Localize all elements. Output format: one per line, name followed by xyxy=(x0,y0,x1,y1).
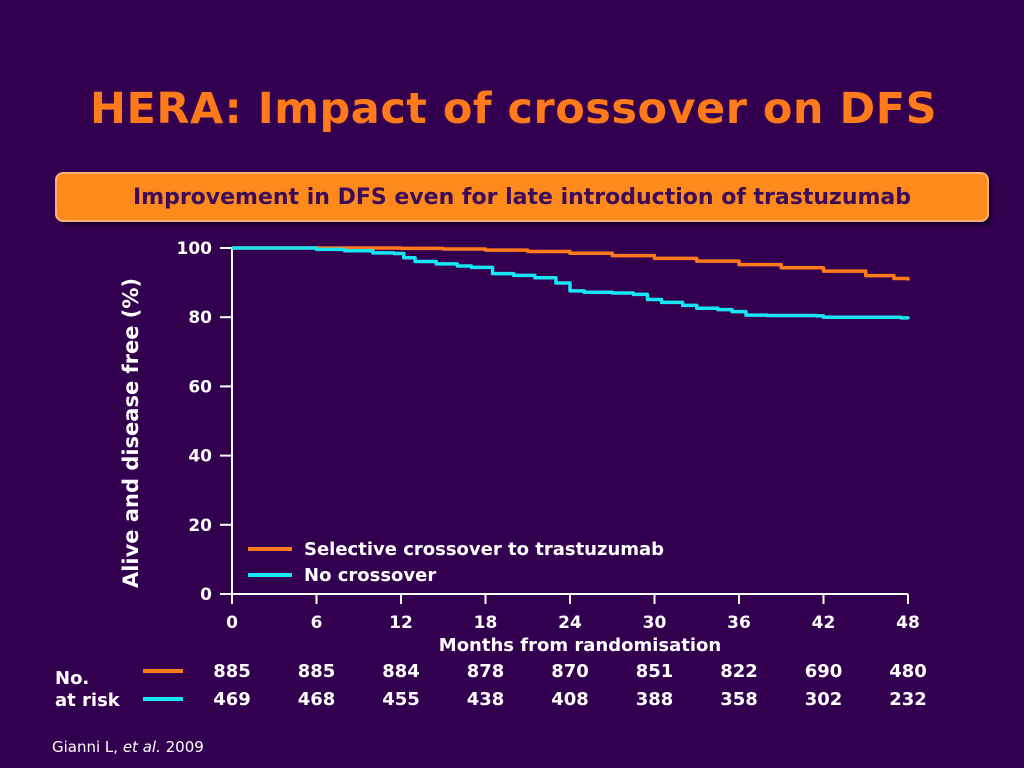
at-risk-value-selective-crossover: 822 xyxy=(720,661,758,682)
at-risk-value-no-crossover: 388 xyxy=(635,689,674,710)
at-risk-value-selective-crossover: 690 xyxy=(804,661,843,682)
x-tick-label: 30 xyxy=(643,613,667,633)
at-risk-value-selective-crossover: 878 xyxy=(466,661,505,682)
series-line-selective-crossover xyxy=(232,246,910,281)
citation-etal: et al. xyxy=(122,738,161,756)
x-tick-label: 36 xyxy=(727,613,751,633)
at-risk-value-no-crossover: 455 xyxy=(382,689,420,710)
citation: Gianni L, et al. 2009 xyxy=(52,738,204,756)
x-tick-label: 6 xyxy=(311,613,323,633)
at-risk-value-selective-crossover: 884 xyxy=(382,661,420,682)
at-risk-value-selective-crossover: 851 xyxy=(635,661,674,682)
at-risk-value-no-crossover: 438 xyxy=(466,689,505,710)
y-tick-label: 0 xyxy=(200,585,212,605)
at-risk-value-selective-crossover: 480 xyxy=(889,661,927,682)
at-risk-value-no-crossover: 408 xyxy=(551,689,589,710)
at-risk-label-line1: No. xyxy=(55,668,90,689)
at-risk-value-no-crossover: 302 xyxy=(804,689,843,710)
banner-text: Improvement in DFS even for late introdu… xyxy=(132,184,912,210)
slide-title: HERA: Impact of crossover on DFS xyxy=(90,84,938,134)
at-risk-swatch-no-crossover xyxy=(143,697,183,701)
at-risk-value-selective-crossover: 870 xyxy=(551,661,589,682)
at-risk-value-no-crossover: 232 xyxy=(889,689,927,710)
y-axis-label: Alive and disease free (%) xyxy=(119,278,143,588)
legend-label-selective-crossover: Selective crossover to trastuzumab xyxy=(304,539,664,560)
x-axis-label: Months from randomisation xyxy=(439,635,721,656)
at-risk-label-line2: at risk xyxy=(55,690,120,711)
x-tick-label: 42 xyxy=(812,613,836,633)
series-line-no-crossover xyxy=(232,246,910,320)
citation-year: 2009 xyxy=(160,738,204,756)
citation-author: Gianni L, xyxy=(52,738,123,756)
x-tick-label: 24 xyxy=(558,613,582,633)
legend-label-no-crossover: No crossover xyxy=(304,565,436,586)
y-tick-label: 40 xyxy=(188,447,212,467)
at-risk-value-no-crossover: 469 xyxy=(213,689,251,710)
y-tick-label: 100 xyxy=(177,239,213,259)
x-tick-label: 0 xyxy=(226,613,238,633)
at-risk-swatch-selective xyxy=(143,669,183,673)
at-risk-value-no-crossover: 468 xyxy=(297,689,336,710)
x-tick-label: 48 xyxy=(896,613,920,633)
y-tick-label: 80 xyxy=(188,308,212,328)
at-risk-value-selective-crossover: 885 xyxy=(213,661,251,682)
y-tick-label: 60 xyxy=(188,377,212,397)
at-risk-value-selective-crossover: 885 xyxy=(297,661,336,682)
x-tick-label: 18 xyxy=(474,613,498,633)
banner: Improvement in DFS even for late introdu… xyxy=(55,172,989,222)
at-risk-value-no-crossover: 358 xyxy=(720,689,758,710)
y-tick-label: 20 xyxy=(188,516,212,536)
x-tick-label: 12 xyxy=(389,613,413,633)
